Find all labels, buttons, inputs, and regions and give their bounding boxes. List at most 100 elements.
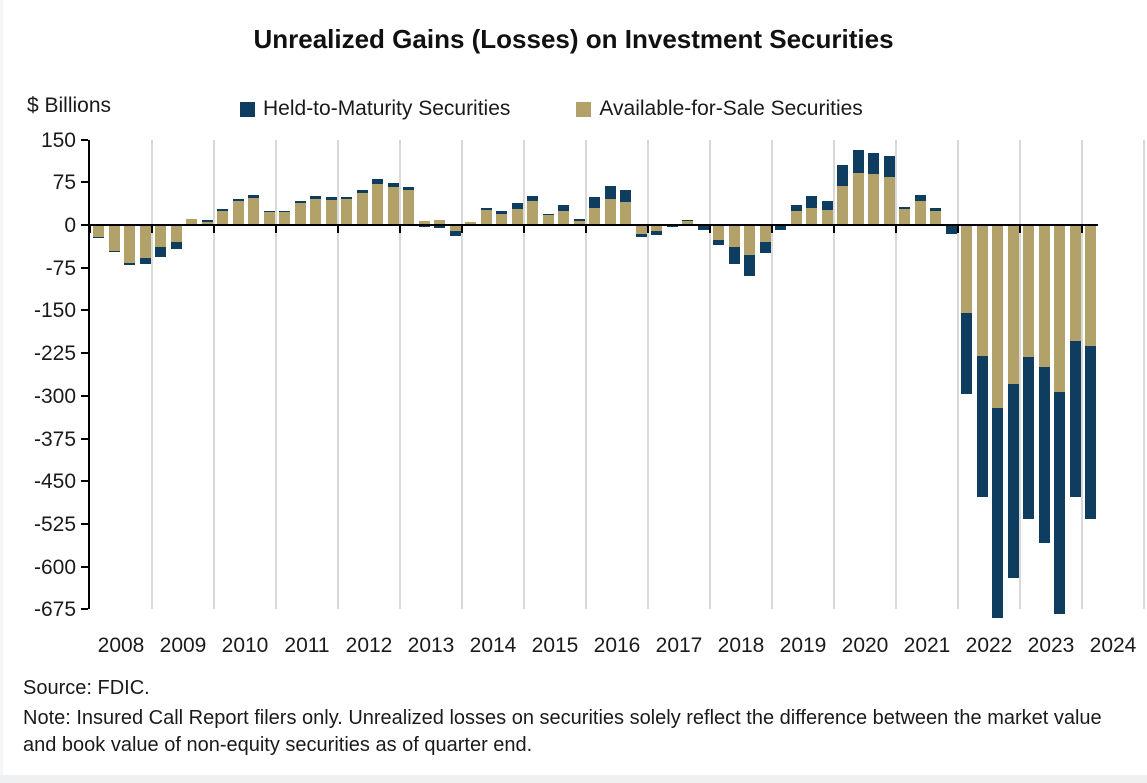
bar-segment-afs (1007, 225, 1019, 385)
bar-segment-htm (806, 195, 817, 209)
bar-segment-htm (852, 149, 864, 173)
bar-segment-afs (139, 225, 151, 259)
bar-segment-htm (139, 258, 151, 264)
x-axis-tick (1019, 226, 1021, 233)
bar-segment-afs (527, 201, 538, 225)
x-tick-label: 2017 (655, 634, 703, 657)
year-gridline (461, 139, 463, 610)
y-axis-tick (81, 138, 88, 141)
y-axis-tick (81, 437, 88, 440)
page-edge-bottom (0, 775, 1147, 783)
x-axis-tick (709, 226, 711, 233)
bar-segment-htm (604, 185, 616, 199)
bar-segment-htm (279, 210, 290, 212)
bar-segment-htm (790, 205, 802, 212)
legend-item-afs: Available-for-Sale Securities (576, 97, 863, 121)
bar-segment-afs (496, 214, 507, 225)
x-tick-label: 2014 (469, 634, 517, 657)
y-axis-tick (81, 522, 88, 525)
y-tick-label: -75 (45, 256, 76, 280)
bar-segment-htm (914, 194, 926, 201)
y-axis-tick (81, 352, 88, 355)
bar-segment-afs (744, 225, 755, 256)
bar-segment-htm (589, 197, 600, 208)
year-gridline (399, 139, 401, 610)
bar-segment-htm (713, 239, 724, 246)
bar-segment-afs (201, 221, 213, 225)
bar-segment-afs (449, 225, 461, 232)
y-tick-label: 0 (64, 214, 76, 237)
year-gridline (709, 139, 711, 610)
y-axis-tick (81, 181, 88, 184)
bar-segment-htm (651, 231, 662, 235)
page-edge-left (0, 0, 3, 783)
bar-segment-afs (883, 177, 895, 225)
bar-segment-htm (418, 225, 430, 228)
bar-segment-afs (434, 219, 445, 225)
bar-segment-htm (542, 213, 554, 216)
bar-segment-afs (620, 201, 631, 225)
bar-segment-htm (620, 190, 631, 202)
bar-segment-htm (263, 211, 275, 213)
chart-title: Unrealized Gains (Losses) on Investment … (253, 24, 894, 54)
bar-segment-htm (108, 250, 120, 253)
bar-segment-afs (1054, 225, 1065, 393)
y-tick-label: -375 (33, 427, 76, 451)
bar-segment-htm (837, 164, 848, 186)
bar-segment-htm (356, 189, 368, 194)
bar-segment-htm (527, 195, 538, 202)
y-tick-label: -450 (33, 470, 76, 494)
y-axis-tick (81, 480, 88, 483)
bar-segment-afs (976, 225, 988, 356)
afs-legend-swatch-icon (576, 101, 592, 117)
y-axis-tick (81, 608, 88, 611)
y-tick-label: -600 (33, 555, 76, 579)
year-gridline (833, 139, 835, 610)
bar-segment-afs (403, 190, 414, 225)
x-axis-tick (399, 226, 401, 233)
bar-segment-afs (418, 221, 430, 225)
bar-segment-afs (558, 210, 569, 225)
bar-segment-afs (186, 219, 197, 225)
bar-segment-afs (961, 225, 972, 314)
bar-segment-afs (852, 172, 864, 225)
chart-legend: Held-to-Maturity Securities Available-fo… (240, 97, 863, 121)
bar-segment-htm (573, 219, 585, 221)
bar-segment-afs (232, 201, 244, 225)
bar-segment-afs (651, 225, 662, 232)
bar-segment-htm (294, 200, 306, 203)
bar-segment-afs (1085, 225, 1096, 346)
year-gridline (1081, 139, 1083, 610)
y-tick-label: 75 (52, 171, 76, 195)
x-axis-zero-line (90, 224, 1098, 226)
bar-segment-afs (93, 225, 104, 237)
bar-segment-afs (790, 211, 802, 225)
bar-segment-afs (387, 186, 399, 225)
x-tick-label: 2024 (1089, 634, 1137, 657)
bar-segment-afs (1023, 225, 1034, 358)
y-tick-label: -225 (33, 342, 76, 366)
x-axis-tick (275, 226, 277, 233)
bar-segment-htm (899, 207, 910, 210)
bar-segment-htm (635, 233, 647, 237)
bar-segment-htm (992, 408, 1003, 618)
y-axis-unit-label: $ Billions (27, 94, 112, 117)
bar-segment-htm (961, 313, 972, 395)
x-tick-label: 2022 (965, 634, 1013, 657)
bar-segment-afs (124, 225, 135, 263)
year-gridline (895, 139, 897, 610)
y-axis-tick (81, 309, 88, 312)
y-axis-tick (81, 224, 88, 226)
bar-segment-htm (155, 246, 166, 257)
x-tick-label: 2018 (717, 634, 765, 657)
bar-segment-afs (294, 202, 306, 225)
bar-segment-afs (604, 198, 616, 225)
bar-segment-afs (465, 222, 476, 225)
legend-label-afs: Available-for-Sale Securities (599, 97, 863, 120)
bar-segment-afs (589, 207, 600, 225)
year-gridline (213, 139, 215, 610)
bar-segment-htm (728, 246, 740, 265)
bar-segment-htm (868, 153, 879, 174)
bar-segment-htm (310, 195, 321, 199)
